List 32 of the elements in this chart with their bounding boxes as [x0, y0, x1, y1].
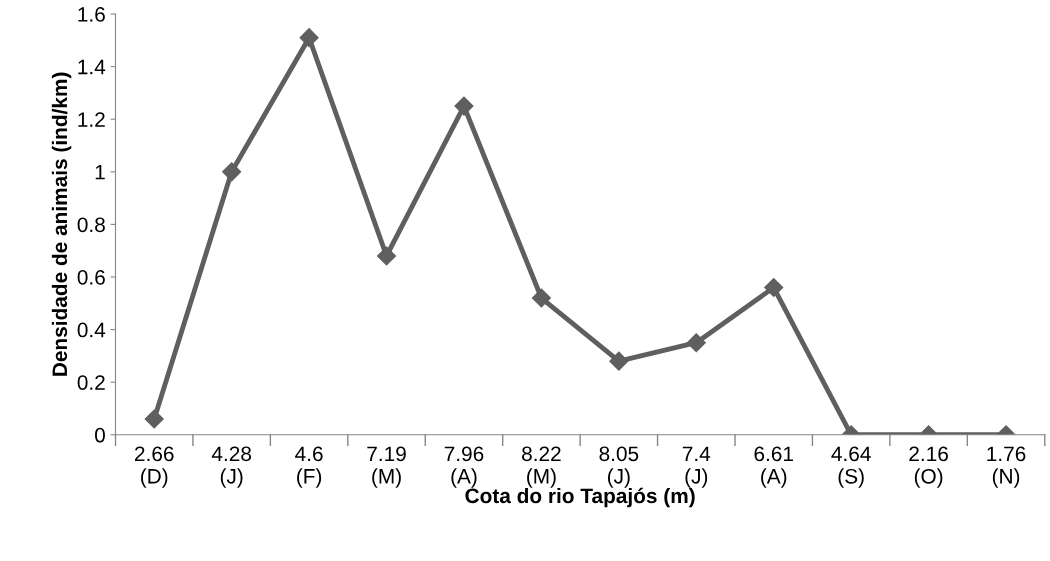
x-tick-label: 1.76 (N) [987, 446, 1026, 488]
y-tick-label: 1.2 [78, 112, 105, 127]
point [144, 409, 164, 429]
x-tick-label: 4.6 (F) [295, 446, 323, 488]
x-tick-label: 8.05 (J) [599, 446, 639, 488]
y-tick-label: 1 [95, 165, 105, 180]
y-tick-label: 0.4 [77, 322, 106, 338]
x-axis-title: Cota do rio Tapajós (m) [465, 487, 695, 508]
y-tick-label: 0 [95, 427, 105, 443]
point [454, 96, 474, 116]
x-tick-label: 4.28 (J) [211, 446, 252, 488]
point [531, 288, 551, 308]
point [222, 162, 242, 182]
x-tick-label: 6.61 (A) [754, 446, 793, 488]
x-tick-label: 7.19 (M) [367, 446, 406, 488]
x-tick-label: 2.66 (D) [135, 446, 174, 488]
point [376, 246, 397, 266]
y-tick-label: 0.2 [77, 375, 105, 390]
y-axis-title: Densidade de animais (ind/km) [51, 72, 72, 376]
point [686, 333, 706, 353]
y-tick-label: 1.4 [78, 59, 106, 75]
y-tick-label: 0.6 [77, 270, 105, 285]
point [609, 351, 629, 371]
x-tick-label: 7.96 (A) [444, 446, 484, 488]
y-tick-label: 1.6 [78, 7, 105, 22]
x-tick-label: 7.4 (J) [682, 446, 711, 488]
x-tick-label: 2.16 (O) [909, 446, 948, 488]
x-tick-label: 4.64 (S) [831, 446, 871, 488]
point [299, 28, 319, 48]
x-tick-label: 8.22 (M) [522, 446, 561, 488]
y-tick-label: 0.8 [77, 217, 105, 233]
point [764, 277, 784, 298]
